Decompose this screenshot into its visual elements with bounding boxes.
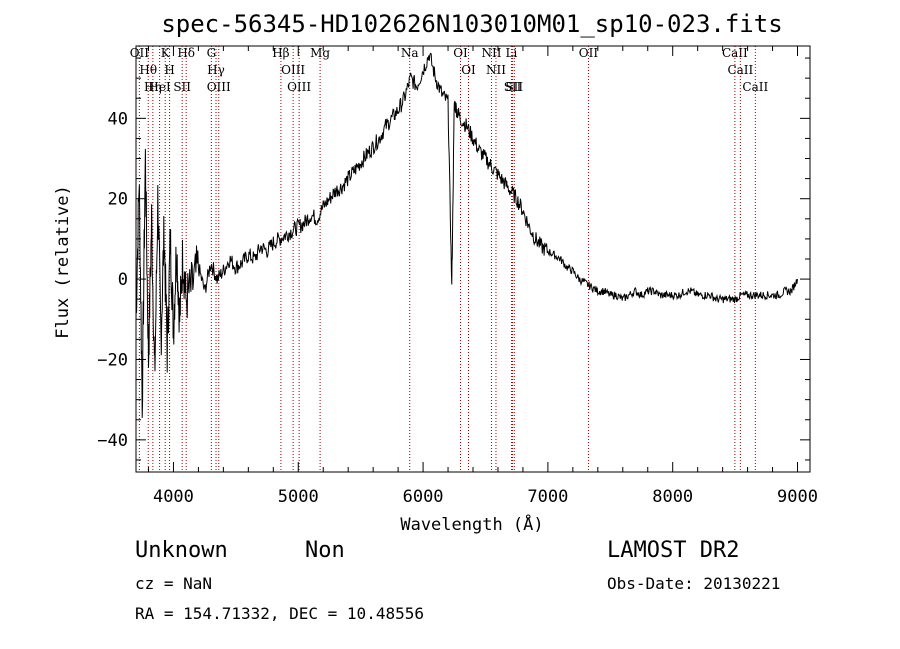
line-label-12: OIII [281,63,305,77]
line-label-4: K [161,46,171,60]
line-label-0: OII [130,46,150,60]
line-label-6: SII [173,80,191,94]
redshift-value: cz = NaN [135,574,213,593]
line-label-25: CaII [727,63,753,77]
line-label-8: G [207,46,217,60]
x-tick-label-1: 5000 [278,487,319,507]
plot-frame [135,45,811,473]
y-tick-label-4: 40 [108,109,128,129]
axis-ticks: 4000 5000 6000 7000 8000 9000 −40 −20 0 20 40 [97,46,818,507]
chart-title: spec-56345-HD102626N103010M01_sp10-023.f… [161,10,782,38]
line-label-7: Hδ [177,46,195,60]
y-tick-label-0: −40 [97,431,128,451]
x-tick-label-3: 7000 [527,487,568,507]
line-label-1: Hθ [139,63,157,77]
survey-name: LAMOST DR2 [607,538,740,563]
object-class: Unknown [135,538,228,563]
line-label-17: OI [461,63,476,77]
x-tick-label-4: 8000 [652,487,693,507]
line-label-18: NII [481,46,501,60]
spectrum-series-line [135,52,798,418]
line-label-14: Mg [310,46,330,60]
line-label-22: SII [505,80,523,94]
line-label-9: Hγ [207,63,225,77]
x-tick-label-0: 4000 [153,487,194,507]
line-label-2: Hη [144,80,162,94]
line-label-21: SII [504,80,522,94]
x-tick-label-2: 6000 [403,487,444,507]
x-tick-label-5: 9000 [777,487,818,507]
x-axis-label: Wavelength (Å) [400,513,543,535]
line-label-23: OII [579,46,599,60]
observation-date: Obs-Date: 20130221 [607,574,781,593]
object-subclass: Non [305,538,345,563]
line-label-11: Hβ [272,46,289,60]
y-tick-label-3: 20 [108,190,128,210]
line-label-3: HeI [148,80,171,94]
line-label-24: CaII [722,46,748,60]
line-label-5: H [164,63,174,77]
line-label-19: NII [486,63,506,77]
y-tick-label-1: −20 [97,350,128,370]
line-label-26: CaII [742,80,768,94]
line-label-13: OIII [287,80,311,94]
y-axis-label: Flux (relative) [53,185,73,339]
coordinates: RA = 154.71332, DEC = 10.48556 [135,604,424,623]
line-label-10: OIII [207,80,231,94]
line-label-15: Na [401,46,419,60]
line-label-16: OI [453,46,468,60]
line-label-20: Li [506,46,518,60]
y-tick-label-2: 0 [118,270,128,290]
